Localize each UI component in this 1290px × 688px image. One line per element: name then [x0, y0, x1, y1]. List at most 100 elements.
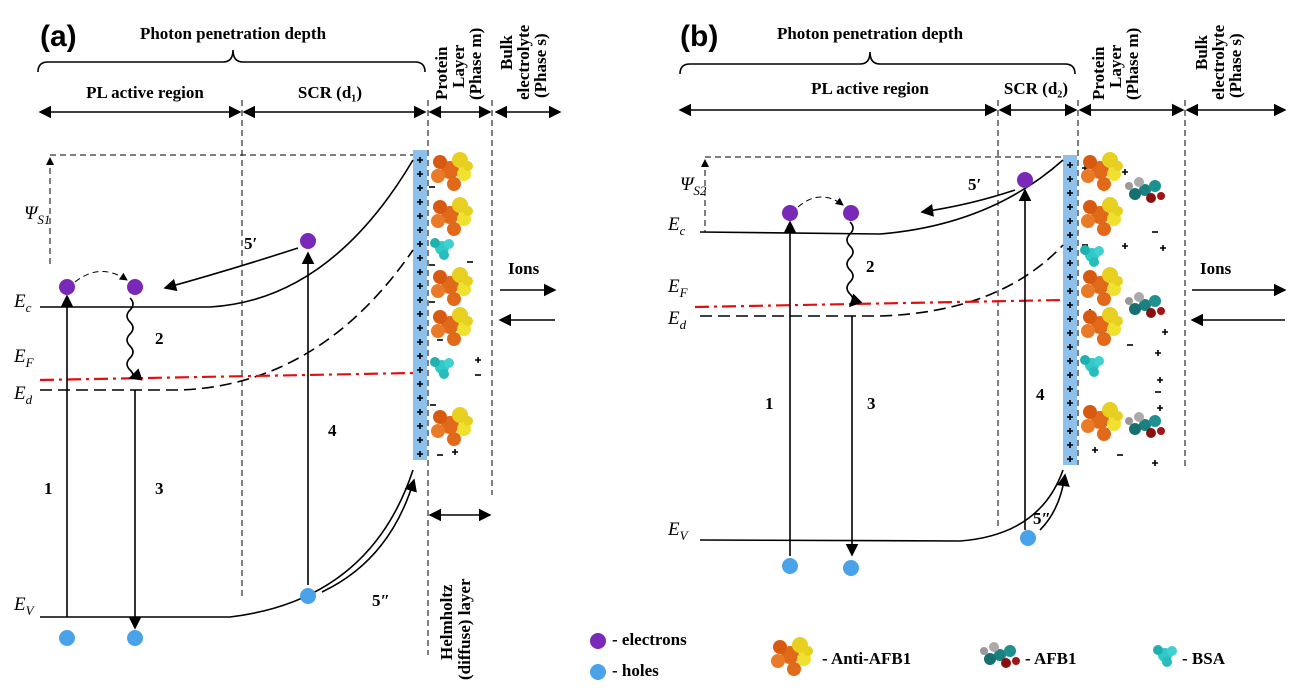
surface-bar — [1063, 155, 1077, 465]
afb1 — [1125, 412, 1165, 438]
panel-b: (b) Photon penetration depth PL active r… — [667, 20, 1287, 576]
charge-symbol — [1157, 377, 1163, 383]
charge-symbol — [417, 227, 423, 233]
transition-label: 4 — [328, 421, 337, 440]
defect-level — [700, 244, 1064, 317]
level-symbol: E — [667, 276, 680, 297]
helmholtz-text: Helmholtz — [437, 584, 456, 660]
transition-5pp — [321, 478, 417, 593]
transition-label: 5′ — [968, 175, 981, 194]
hole — [300, 588, 316, 604]
transition-label: 5′ — [244, 234, 257, 253]
legend-hole — [590, 664, 606, 680]
transition-label: 2 — [866, 257, 875, 276]
level-symbol: E — [13, 383, 26, 404]
valence-band — [40, 469, 414, 618]
conduction-band — [40, 159, 414, 308]
legend-afb1 — [980, 642, 1020, 668]
level-sub: V — [26, 603, 36, 618]
psi-symbol: Ψ — [24, 203, 39, 224]
charge-symbol — [1160, 245, 1166, 251]
charge-symbol — [1155, 350, 1161, 356]
charge-symbol — [1067, 176, 1073, 182]
charge-symbol — [1122, 169, 1128, 175]
antibody — [431, 407, 473, 446]
level-label: EV — [667, 519, 690, 543]
photon-depth: Photon penetration depth — [777, 24, 964, 43]
electron — [1017, 172, 1033, 188]
charge-symbol — [1157, 405, 1163, 411]
charge-symbol — [1067, 302, 1073, 308]
level-label: Ed — [13, 383, 33, 407]
helmholtz: Helmholtz (diffuse) layer — [437, 578, 474, 680]
charge-symbol — [1067, 218, 1073, 224]
charges — [1067, 162, 1168, 466]
charge-symbol — [417, 395, 423, 401]
level-label: EF — [13, 346, 35, 370]
level-label: Ec — [667, 214, 686, 238]
charge-symbol — [417, 171, 423, 177]
afb1 — [1125, 292, 1165, 318]
scr: SCR (d₁) — [298, 83, 362, 102]
charge-symbol — [1067, 344, 1073, 350]
panel-label: (a) — [40, 20, 77, 53]
charge-symbol — [417, 353, 423, 359]
charge-symbol — [1122, 243, 1128, 249]
level-label: EF — [667, 276, 689, 300]
protein-layer: Protein Layer (Phase m) — [432, 28, 485, 100]
level-label: Ed — [667, 308, 687, 332]
bsa — [430, 357, 454, 379]
hole — [843, 560, 859, 576]
charge-symbol — [1067, 232, 1073, 238]
level-sub: V — [680, 528, 690, 543]
protein-text: (Phase m) — [1123, 28, 1142, 100]
charge-symbol — [1067, 456, 1073, 462]
charge-symbol — [1067, 316, 1073, 322]
transition-5p — [920, 189, 1016, 217]
level-sub: F — [25, 355, 35, 370]
charge-symbol — [417, 199, 423, 205]
bulk: Bulk electrolyte (Phase s) — [497, 24, 550, 100]
protein-text: Layer — [449, 44, 468, 88]
antibody — [431, 267, 473, 306]
charge-symbol — [1067, 400, 1073, 406]
level-symbol: E — [13, 291, 26, 312]
charge-symbol — [1067, 288, 1073, 294]
antibody — [1081, 197, 1123, 236]
transition-5p — [163, 247, 299, 292]
transition-label: 5″ — [372, 591, 390, 610]
charge-symbol — [417, 451, 423, 457]
charge-symbol — [1092, 447, 1098, 453]
transition-label: 2 — [155, 329, 164, 348]
charge-symbol — [1067, 414, 1073, 420]
charge-symbol — [417, 157, 423, 163]
electron — [843, 205, 859, 221]
bulk: Bulk electrolyte (Phase s) — [1192, 24, 1245, 100]
charge-symbol — [417, 367, 423, 373]
electron — [59, 279, 75, 295]
psi-label: ΨS2 — [680, 174, 707, 198]
legend-antibody — [771, 637, 813, 676]
hop-arrow — [797, 196, 844, 208]
transition-label: 3 — [867, 394, 876, 413]
level-sub: d — [26, 392, 33, 407]
fermi-level — [694, 298, 1064, 309]
legend: - electrons - holes - Anti-AFB1 - AFB1 -… — [590, 630, 1226, 680]
charge-symbol — [475, 357, 481, 363]
charge-symbol — [417, 269, 423, 275]
charge-symbol — [1067, 204, 1073, 210]
charge-symbol — [1067, 274, 1073, 280]
brace — [679, 51, 1076, 75]
protein-text: Protein — [432, 46, 451, 100]
charge-symbol — [417, 283, 423, 289]
brace — [37, 49, 426, 73]
level-symbol: E — [13, 594, 26, 615]
transition-5pp — [1039, 473, 1070, 531]
bulk-text: (Phase s) — [531, 33, 550, 98]
charge-symbol — [1067, 386, 1073, 392]
photon-depth: Photon penetration depth — [140, 24, 327, 43]
level-sub: d — [680, 317, 687, 332]
electron — [782, 205, 798, 221]
protein-text: Layer — [1106, 44, 1125, 88]
